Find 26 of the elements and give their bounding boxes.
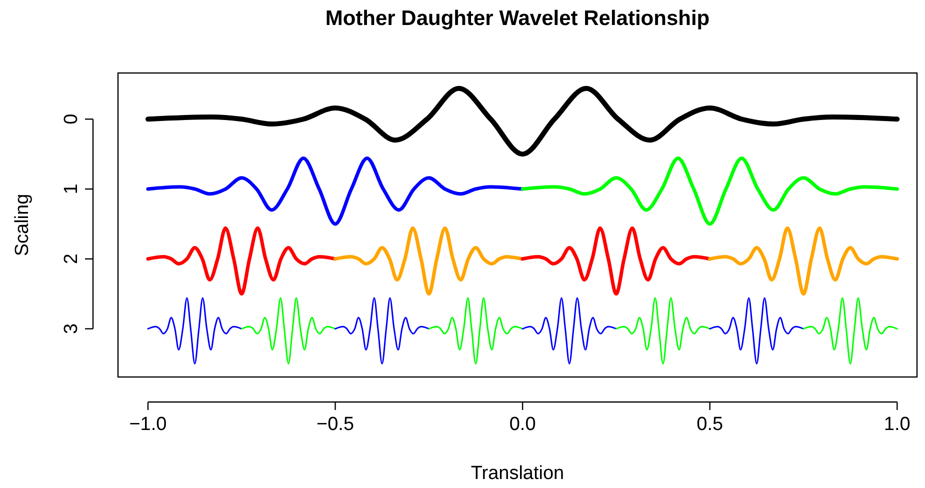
line-series	[334, 297, 430, 364]
line-series	[615, 297, 711, 364]
x-tick-label: 1.0	[884, 414, 910, 435]
x-axis-title: Translation	[470, 463, 564, 484]
line-series	[428, 297, 524, 364]
line-series	[522, 297, 617, 364]
line-series	[520, 226, 712, 296]
x-tick-label: 0.5	[696, 414, 724, 435]
line-series	[520, 156, 899, 226]
line-series	[708, 226, 899, 296]
x-tick-label: 0.0	[509, 414, 536, 435]
y-tick-label: 0	[61, 114, 82, 124]
line-series	[146, 156, 524, 226]
line-series	[240, 297, 336, 364]
line-series	[147, 297, 242, 364]
y-tick-label: 1	[61, 184, 82, 194]
y-tick-label: 3	[61, 323, 82, 334]
line-series	[334, 226, 524, 296]
y-axis-title: Scaling	[12, 194, 33, 256]
chart-title: Mother Daughter Wavelet Relationship	[325, 7, 710, 30]
x-tick-label: −1.0	[129, 414, 167, 435]
x-tick-label: −0.5	[316, 414, 354, 435]
line-series	[709, 297, 804, 364]
line-series	[146, 226, 338, 296]
line-series	[802, 297, 898, 364]
y-tick-label: 2	[61, 254, 82, 264]
